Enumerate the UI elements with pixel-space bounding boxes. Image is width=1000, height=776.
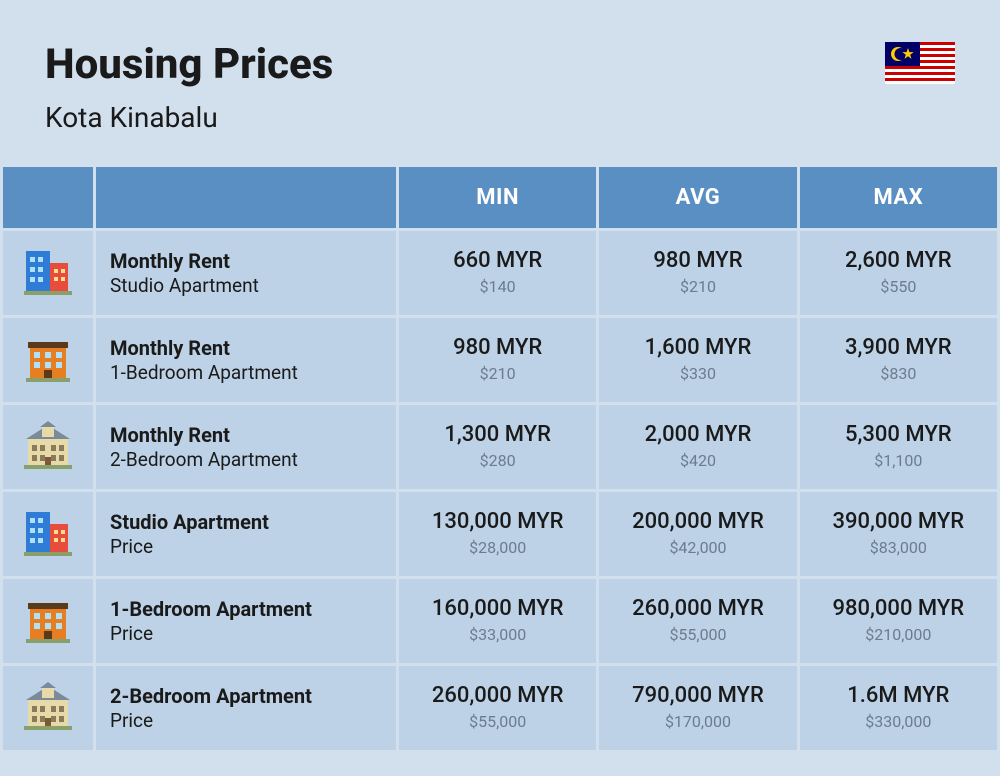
twobr-building-icon xyxy=(3,405,93,489)
header-min: MIN xyxy=(399,167,596,228)
price-main: 660 MYR xyxy=(409,248,586,274)
price-cell-max: 980,000 MYR $210,000 xyxy=(800,579,997,663)
price-sub: $330,000 xyxy=(810,712,987,733)
price-cell-min: 260,000 MYR $55,000 xyxy=(399,666,596,750)
table-row: Monthly Rent1-Bedroom Apartment 980 MYR $2… xyxy=(3,318,997,402)
price-cell-max: 5,300 MYR $1,100 xyxy=(800,405,997,489)
price-cell-min: 130,000 MYR $28,000 xyxy=(399,492,596,576)
price-main: 2,000 MYR xyxy=(609,422,786,448)
row-subtitle: 1-Bedroom Apartment xyxy=(110,361,386,385)
header: Housing Prices Kota Kinabalu xyxy=(0,0,1000,164)
table-row: 1-Bedroom ApartmentPrice 160,000 MYR $33,0… xyxy=(3,579,997,663)
twobr-building-icon xyxy=(3,666,93,750)
price-sub: $210 xyxy=(609,277,786,298)
row-label: Monthly Rent1-Bedroom Apartment xyxy=(96,318,396,402)
row-subtitle: Price xyxy=(110,709,386,733)
price-cell-min: 1,300 MYR $280 xyxy=(399,405,596,489)
table-row: Monthly Rent2-Bedroom Apartment1,300 MYR… xyxy=(3,405,997,489)
price-cell-avg: 1,600 MYR $330 xyxy=(599,318,796,402)
price-main: 260,000 MYR xyxy=(409,683,586,709)
price-sub: $280 xyxy=(409,451,586,472)
row-label: Monthly RentStudio Apartment xyxy=(96,231,396,315)
price-sub: $550 xyxy=(810,277,987,298)
price-main: 5,300 MYR xyxy=(810,422,987,448)
page-title: Housing Prices xyxy=(45,40,955,89)
price-main: 1,600 MYR xyxy=(609,335,786,361)
table-header-row: MIN AVG MAX xyxy=(3,167,997,228)
price-cell-min: 660 MYR $140 xyxy=(399,231,596,315)
onebr-building-icon xyxy=(3,318,93,402)
row-subtitle: Studio Apartment xyxy=(110,274,386,298)
header-avg: AVG xyxy=(599,167,796,228)
row-label: Studio ApartmentPrice xyxy=(96,492,396,576)
row-title: Monthly Rent xyxy=(110,423,386,448)
header-max: MAX xyxy=(800,167,997,228)
price-sub: $83,000 xyxy=(810,538,987,559)
price-main: 790,000 MYR xyxy=(609,683,786,709)
price-sub: $140 xyxy=(409,277,586,298)
price-sub: $330 xyxy=(609,364,786,385)
price-cell-avg: 260,000 MYR $55,000 xyxy=(599,579,796,663)
price-sub: $210 xyxy=(409,364,586,385)
row-label: 2-Bedroom ApartmentPrice xyxy=(96,666,396,750)
price-cell-max: 1.6M MYR $330,000 xyxy=(800,666,997,750)
price-sub: $33,000 xyxy=(409,625,586,646)
price-sub: $55,000 xyxy=(609,625,786,646)
price-sub: $28,000 xyxy=(409,538,586,559)
price-sub: $210,000 xyxy=(810,625,987,646)
pricing-table: MIN AVG MAX Monthly RentStudio Apartment… xyxy=(0,164,1000,753)
price-main: 160,000 MYR xyxy=(409,596,586,622)
studio-building-icon xyxy=(3,231,93,315)
row-title: Monthly Rent xyxy=(110,249,386,274)
price-main: 1.6M MYR xyxy=(810,683,987,709)
price-cell-avg: 980 MYR $210 xyxy=(599,231,796,315)
price-main: 130,000 MYR xyxy=(409,509,586,535)
price-cell-max: 3,900 MYR $830 xyxy=(800,318,997,402)
price-cell-avg: 2,000 MYR $420 xyxy=(599,405,796,489)
header-empty-icon xyxy=(3,167,93,228)
price-main: 980,000 MYR xyxy=(810,596,987,622)
table-row: Monthly RentStudio Apartment 660 MYR $140 9… xyxy=(3,231,997,315)
row-title: Studio Apartment xyxy=(110,510,386,535)
price-cell-min: 980 MYR $210 xyxy=(399,318,596,402)
price-sub: $1,100 xyxy=(810,451,987,472)
row-title: 2-Bedroom Apartment xyxy=(110,684,386,709)
row-subtitle: 2-Bedroom Apartment xyxy=(110,448,386,472)
row-title: Monthly Rent xyxy=(110,336,386,361)
price-sub: $42,000 xyxy=(609,538,786,559)
price-cell-min: 160,000 MYR $33,000 xyxy=(399,579,596,663)
price-sub: $830 xyxy=(810,364,987,385)
studio-building-icon xyxy=(3,492,93,576)
page-subtitle: Kota Kinabalu xyxy=(45,101,955,134)
price-cell-avg: 200,000 MYR $42,000 xyxy=(599,492,796,576)
price-main: 3,900 MYR xyxy=(810,335,987,361)
row-subtitle: Price xyxy=(110,622,386,646)
price-main: 200,000 MYR xyxy=(609,509,786,535)
malaysia-flag-icon xyxy=(885,42,955,84)
row-title: 1-Bedroom Apartment xyxy=(110,597,386,622)
onebr-building-icon xyxy=(3,579,93,663)
price-sub: $420 xyxy=(609,451,786,472)
price-cell-max: 2,600 MYR $550 xyxy=(800,231,997,315)
price-main: 980 MYR xyxy=(609,248,786,274)
row-label: 1-Bedroom ApartmentPrice xyxy=(96,579,396,663)
price-cell-max: 390,000 MYR $83,000 xyxy=(800,492,997,576)
table-row: 2-Bedroom ApartmentPrice 260,000 MYR $55,0… xyxy=(3,666,997,750)
price-main: 980 MYR xyxy=(409,335,586,361)
price-main: 1,300 MYR xyxy=(409,422,586,448)
row-subtitle: Price xyxy=(110,535,386,559)
price-sub: $170,000 xyxy=(609,712,786,733)
row-label: Monthly Rent2-Bedroom Apartment xyxy=(96,405,396,489)
price-main: 2,600 MYR xyxy=(810,248,987,274)
table-row: Studio ApartmentPrice 130,000 MYR $28,000 2… xyxy=(3,492,997,576)
price-cell-avg: 790,000 MYR $170,000 xyxy=(599,666,796,750)
price-main: 260,000 MYR xyxy=(609,596,786,622)
price-sub: $55,000 xyxy=(409,712,586,733)
header-empty-label xyxy=(96,167,396,228)
price-main: 390,000 MYR xyxy=(810,509,987,535)
